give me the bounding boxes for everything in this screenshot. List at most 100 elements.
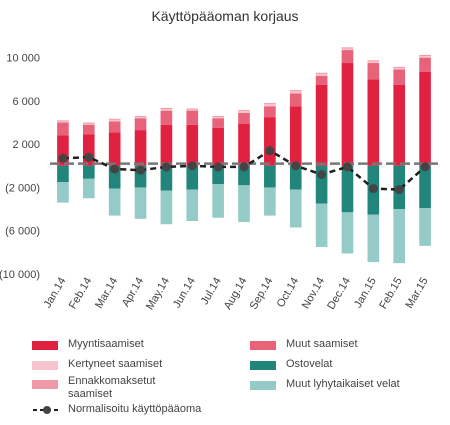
x-tick-label: Nov.14	[300, 276, 327, 311]
bar-segment	[57, 135, 69, 166]
bar-segment	[212, 117, 224, 119]
legend-item-myyntisaamiset: Myyntisaamiset	[32, 338, 232, 352]
legend-item-muut-saamiset: Muut saamiset	[250, 338, 450, 352]
bar-segment	[238, 123, 250, 166]
bar-segment	[289, 93, 302, 107]
bar-segment	[238, 185, 250, 223]
line-point	[213, 162, 223, 172]
bar-segment	[212, 165, 224, 185]
bar-segment	[315, 72, 328, 74]
bar-segment	[393, 84, 406, 166]
bar-segment	[82, 124, 95, 135]
line-point	[110, 164, 120, 174]
x-tick-label: Oct.14	[275, 276, 302, 310]
bar-segment	[186, 109, 199, 111]
bar-segment	[186, 124, 199, 166]
bar-segment	[238, 110, 250, 112]
bar-segment	[108, 121, 121, 133]
bar-segment	[419, 54, 431, 57]
line-point	[394, 185, 404, 195]
legend-item-normalisoitu-kayttopaaoma: Normalisoitu käyttöpääoma	[32, 403, 252, 417]
bar-segment	[367, 61, 380, 64]
bar-segment	[341, 165, 354, 213]
legend-swatch	[32, 341, 58, 350]
legend-label: Kertyneet saamiset	[68, 358, 163, 370]
bar-segment	[108, 119, 121, 122]
legend-label: Ostovelat	[286, 358, 333, 370]
legend-swatch	[250, 361, 276, 370]
bar-segment	[315, 84, 328, 166]
bar-segment	[367, 63, 380, 80]
bar-segment	[186, 110, 199, 125]
bar-segment	[160, 107, 173, 110]
bar-segment	[82, 122, 95, 124]
bar-segment	[264, 165, 276, 188]
bar-segment	[264, 104, 276, 107]
bar-segment	[419, 208, 431, 246]
bar-segment	[315, 203, 328, 247]
line-point	[368, 184, 378, 194]
x-tick-label: Dec.14	[325, 276, 353, 311]
line-point	[58, 153, 68, 163]
bar-segment	[186, 189, 199, 221]
bar-segment	[134, 165, 147, 188]
x-tick-label: Aug.14	[222, 276, 250, 311]
bar-segment	[134, 116, 147, 118]
line-point	[265, 146, 275, 156]
x-tick-label: Jun.14	[171, 276, 198, 311]
line-point	[136, 165, 146, 175]
bar-segment	[212, 127, 224, 166]
legend-item-kertyneet-saamiset: Kertyneet saamiset	[32, 358, 232, 372]
bar-segment	[419, 56, 431, 58]
bar-segment	[315, 76, 328, 85]
x-tick-label: Jul.14	[199, 276, 224, 307]
bar-segment	[108, 188, 121, 216]
bar-segment	[315, 73, 328, 77]
x-tick-label: Sep.14	[248, 276, 276, 311]
bar-segment	[186, 165, 199, 190]
y-tick-label: (10 000)	[0, 269, 40, 281]
line-point	[420, 162, 430, 172]
y-tick-label: (2 000)	[5, 182, 40, 194]
bar-segment	[341, 212, 354, 254]
bar-segment	[393, 209, 406, 264]
bar-segment	[341, 63, 354, 166]
bar-segment	[134, 117, 147, 119]
x-tick-label: Mar.15	[403, 276, 430, 311]
bar-segment	[264, 117, 276, 166]
bar-segment	[393, 69, 406, 85]
legend-label: Normalisoitu käyttöpääoma	[68, 403, 202, 415]
bar-segment	[289, 189, 302, 228]
bar-segment	[238, 112, 250, 124]
bar-segment	[264, 106, 276, 118]
line-point	[187, 161, 197, 171]
x-tick-label: Apr.14	[120, 276, 146, 310]
line-point	[291, 161, 301, 171]
legend-label: Ennakkomaksetut saamiset	[68, 375, 156, 400]
y-tick-label: 6 000	[12, 96, 40, 108]
bar-segment	[341, 50, 354, 64]
bar-segment	[341, 48, 354, 51]
bar-segment	[393, 66, 406, 68]
bar-segment	[160, 190, 173, 225]
line-point	[161, 162, 171, 172]
bar-segment	[212, 116, 224, 118]
bar-segment	[289, 106, 302, 166]
legend-item-ostovelat: Ostovelat	[250, 358, 450, 372]
bar-segment	[264, 187, 276, 216]
bar-segment	[57, 121, 69, 123]
bar-segment	[134, 118, 147, 131]
legend-item-ennakkomaksetut-saamiset: Ennakkomaksetut saamiset	[32, 375, 232, 403]
y-tick-label: 2 000	[12, 139, 40, 151]
bar-segment	[341, 47, 354, 49]
legend-label: Myyntisaamiset	[68, 338, 144, 350]
legend-swatch	[32, 361, 58, 370]
bar-segment	[82, 123, 95, 125]
bar-segment	[289, 91, 302, 94]
bar-segment	[367, 79, 380, 166]
bar-segment	[419, 165, 431, 209]
bar-segment	[82, 178, 95, 199]
bar-segment	[108, 132, 121, 166]
bar-segment	[367, 60, 380, 62]
